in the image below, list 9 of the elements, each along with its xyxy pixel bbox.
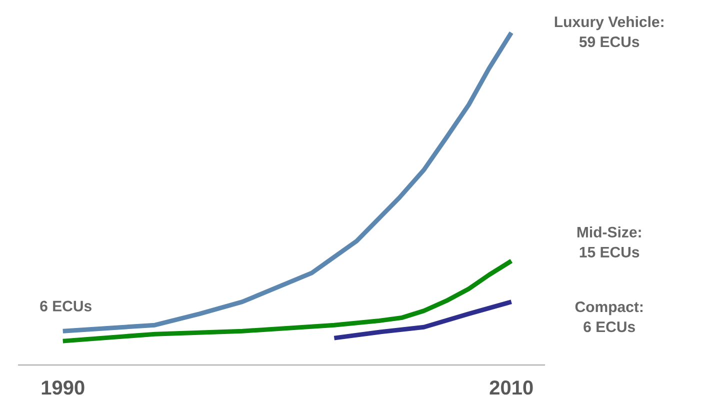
text: 15 ECUs xyxy=(580,246,640,258)
annotation: 6 ECUs xyxy=(40,300,92,312)
text: Compact: xyxy=(575,302,642,316)
x-tick-label: 1990 xyxy=(42,380,84,395)
text: 6 ECUs xyxy=(584,322,635,332)
text: Luxury Vehicle: xyxy=(554,16,664,30)
text: 59 ECUs xyxy=(579,36,640,48)
x-tick-label: 2010 xyxy=(490,380,533,395)
text: Mid-Size: xyxy=(577,226,641,238)
